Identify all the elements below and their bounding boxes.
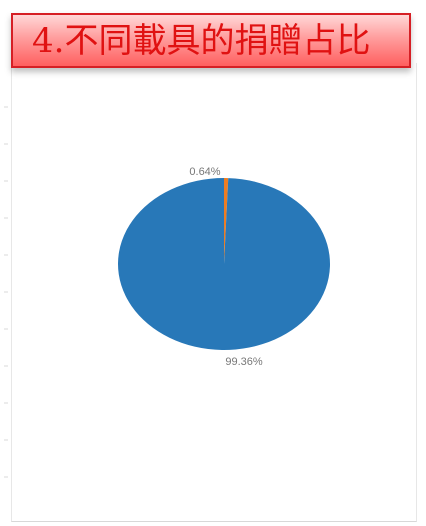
left-edge-ticks-graphic [4, 106, 8, 478]
title-banner: 4.不同載具的捐贈占比 [11, 13, 411, 68]
chart-panel [11, 63, 417, 522]
chart-title: 4.不同載具的捐贈占比 [32, 20, 371, 61]
left-edge-ticks [0, 63, 8, 522]
